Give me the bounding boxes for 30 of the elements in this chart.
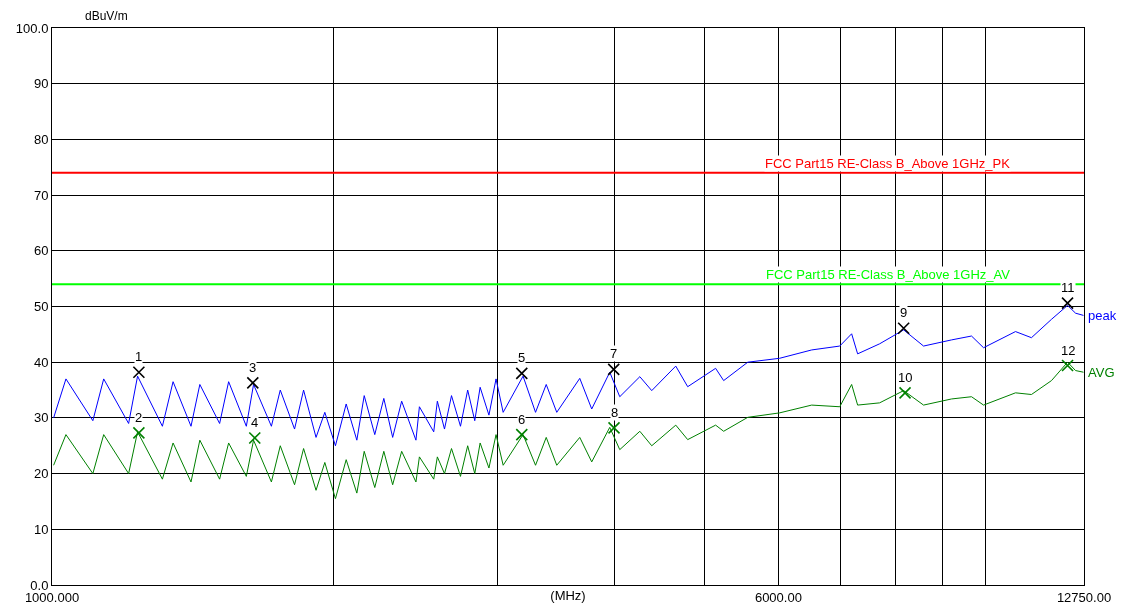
- annotation: 11: [1061, 280, 1075, 295]
- y-tick-label: 40: [33, 354, 49, 370]
- series-label: AVG: [1088, 365, 1115, 380]
- x-axis-title: (MHz): [550, 588, 586, 603]
- annotation: 2: [135, 410, 143, 425]
- annotation: 5: [518, 350, 526, 365]
- annotation: 3: [249, 360, 257, 375]
- y-tick-label: 50: [33, 299, 49, 315]
- x-tick-label: 12750.00: [1056, 589, 1112, 603]
- y-tick-label: 80: [33, 131, 49, 147]
- y-tick-label: 30: [33, 410, 49, 426]
- series-label: peak: [1088, 308, 1117, 323]
- y-tick-label: 10: [33, 521, 49, 537]
- y-tick-label: 100.0: [15, 20, 49, 36]
- y-tick-label: 70: [33, 187, 49, 203]
- y-tick-label: 20: [33, 466, 49, 482]
- ref-line-label: FCC Part15 RE-Class B_Above 1GHz_PK: [765, 156, 1011, 171]
- annotation: 7: [610, 346, 618, 361]
- y-tick-label: 90: [33, 76, 49, 92]
- y-tick-label: 60: [33, 243, 49, 259]
- ref-line-label: FCC Part15 RE-Class B_Above 1GHz_AV: [766, 267, 1011, 282]
- annotation: 9: [900, 305, 908, 320]
- annotation: 6: [518, 412, 526, 427]
- annotation: 12: [1061, 343, 1076, 358]
- annotation: 8: [611, 405, 619, 420]
- annotation: 10: [898, 370, 913, 385]
- annotation: 4: [251, 415, 259, 430]
- annotation: 1: [135, 349, 143, 364]
- y-axis-title: dBuV/m: [85, 9, 128, 23]
- x-tick-label: 6000.00: [754, 589, 802, 603]
